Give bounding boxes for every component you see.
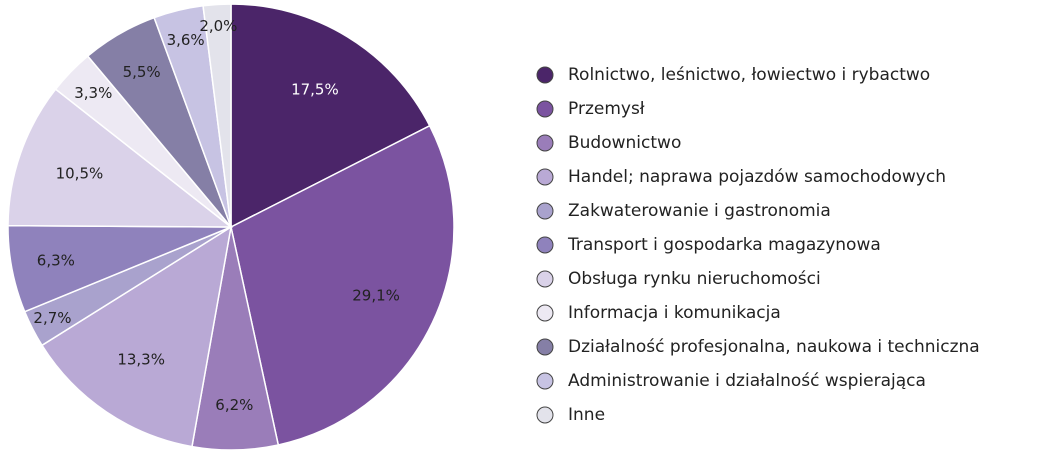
legend-marker <box>536 202 554 220</box>
data-label: 13,3% <box>117 351 165 369</box>
legend-marker <box>536 406 554 424</box>
legend-marker <box>536 134 554 152</box>
legend-marker <box>536 66 554 84</box>
legend-label: Zakwaterowanie i gastronomia <box>568 201 831 221</box>
legend-label: Handel; naprawa pojazdów samochodowych <box>568 167 946 187</box>
legend-marker <box>536 236 554 254</box>
data-label: 2,7% <box>33 309 71 327</box>
data-label: 2,0% <box>199 17 237 35</box>
legend-marker <box>536 270 554 288</box>
legend-marker <box>536 168 554 186</box>
pie-slice <box>230 124 455 446</box>
data-label: 5,5% <box>123 63 161 81</box>
legend-marker <box>536 338 554 356</box>
legend-marker <box>536 304 554 322</box>
legend-label: Przemysł <box>568 99 645 119</box>
data-label: 17,5% <box>291 81 339 99</box>
data-label: 6,2% <box>215 396 253 414</box>
legend-label: Działalność profesjonalna, naukowa i tec… <box>568 337 980 357</box>
legend-label: Obsługa rynku nieruchomości <box>568 269 821 289</box>
data-label: 3,3% <box>74 84 112 102</box>
pie-slice <box>40 225 233 448</box>
legend-marker <box>536 372 554 390</box>
data-label: 6,3% <box>37 251 75 269</box>
pie-slice <box>7 88 234 228</box>
legend-label: Rolnictwo, leśnictwo, łowiectwo i rybact… <box>568 65 930 85</box>
legend-label: Informacja i komunikacja <box>568 303 781 323</box>
data-label: 29,1% <box>352 286 400 304</box>
legend-label: Administrowanie i działalność wspierając… <box>568 371 926 391</box>
legend-marker <box>536 100 554 118</box>
pie-slice <box>202 3 232 228</box>
data-label: 10,5% <box>56 165 104 183</box>
pie-slice <box>230 3 431 229</box>
legend-label: Inne <box>568 405 605 425</box>
data-label: 3,6% <box>167 31 205 49</box>
legend-label: Transport i gospodarka magazynowa <box>567 235 881 255</box>
legend-label: Budownictwo <box>568 133 681 153</box>
